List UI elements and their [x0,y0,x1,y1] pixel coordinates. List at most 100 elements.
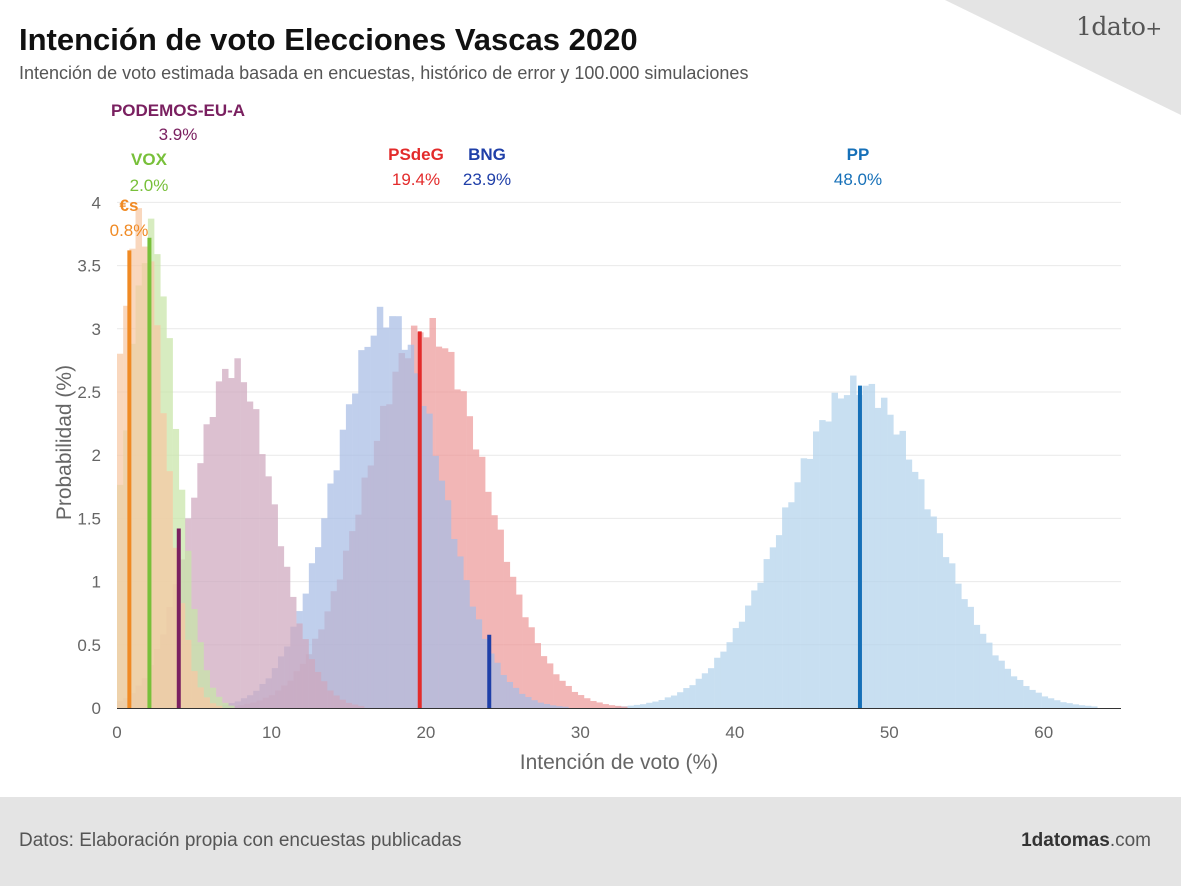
histogram-bar [154,325,161,708]
histogram-bar [296,623,303,708]
histogram-bar [351,704,359,708]
histogram-bar [345,702,353,708]
x-tick-label: 60 [1034,723,1053,742]
histogram-bar [942,557,950,708]
histogram-bar [321,518,328,708]
histogram-bar [333,695,340,708]
histogram-bar [720,651,727,708]
histogram-bar [571,691,579,708]
party-value: 0.8% [110,221,149,240]
histogram-bar [1072,704,1079,708]
histogram-bar [277,546,285,708]
histogram-bar [494,662,501,708]
y-tick-label: 4 [92,193,101,212]
histogram-bar [215,696,223,708]
y-tick-label: 3 [92,320,101,339]
y-tick-label: 3.5 [77,257,101,276]
histogram-bar [543,703,551,708]
histogram-bar [583,698,591,708]
histogram-bar [887,414,894,708]
histogram-bar [376,306,384,708]
histogram-bar [265,476,272,708]
histogram-bar [333,470,341,708]
chart-title: Intención de voto Elecciones Vascas 2020 [19,22,638,57]
histogram-bar [314,671,322,708]
histogram-bar [382,327,390,708]
histogram-bar [1004,668,1012,708]
party-value: 2.0% [130,176,169,195]
histogram-bar [345,404,353,708]
histogram-bar [1041,696,1049,708]
histogram-bar [577,695,585,708]
histogram-bar [537,702,544,708]
histogram-chart: 0 10 20 30 40 50 60 0 0.5 1 1.5 2 2.5 3 3.5 4 Intención … [53,101,1121,774]
footer-brand: 1datomas.com [1021,830,1151,851]
histogram-bar [352,393,359,708]
x-tick-label: 50 [880,723,899,742]
y-tick-label: 1 [92,573,101,592]
histogram-bar [222,702,229,708]
histogram-bar [203,670,210,708]
party-label: €s [120,196,139,215]
histogram-bar [444,500,452,708]
y-tick-label: 2 [92,446,101,465]
histogram-bar [481,638,489,708]
histogram-bar [506,681,514,708]
histogram-bar [549,705,557,708]
histogram-bar [646,702,653,708]
histogram-bar [141,246,149,708]
histogram-bar [621,706,628,708]
histogram-bar [992,655,999,708]
histogram-bar [559,680,566,708]
histogram-bar [664,697,672,708]
histogram-bar [806,458,814,708]
histogram-bar [327,690,334,708]
histogram-bar [1047,698,1055,708]
histogram-bar [438,480,446,708]
histogram-bar [979,633,987,708]
histogram-bar [395,316,402,708]
histogram-bar [553,674,560,708]
histogram-bar [117,353,124,708]
histogram-bar [500,674,507,708]
histogram-bar [986,642,993,708]
histogram-bar [874,407,882,708]
histogram-bar [794,482,801,708]
histogram-bar [460,391,467,708]
histogram-bar [320,681,328,708]
party-label: VOX [131,150,168,169]
party-value: 3.9% [159,125,198,144]
histogram-bar [1023,686,1030,708]
histogram-bar [918,479,925,708]
histogram-bar [893,434,900,708]
histogram-bar [240,382,248,708]
histogram-bar [228,705,235,708]
histogram-bar [370,335,378,708]
histogram-bar [488,653,495,708]
histogram-bar [364,346,371,708]
histogram-bar [203,697,210,708]
histogram-bar [707,668,715,708]
histogram-bar [234,358,241,708]
y-tick-label: 0.5 [77,636,101,655]
x-tick-label: 30 [571,723,590,742]
y-tick-label: 1.5 [77,509,101,528]
histogram-bar [862,385,869,708]
histogram-bar [339,699,346,708]
y-axis-label: Probabilidad (%) [53,365,76,520]
histogram-bar [197,687,204,708]
histogram-bar [448,351,455,708]
histogram-bar [911,471,919,708]
histogram-bar [967,606,974,708]
histogram-bar [534,643,541,708]
histogram-bar [1035,692,1042,708]
x-tick-label: 0 [112,723,121,742]
histogram-bar [930,516,937,708]
histogram-bar [209,703,217,708]
histogram-bar [1016,679,1024,708]
histogram-bar [880,397,888,708]
party-value: 19.4% [392,170,440,189]
histogram-bar [259,454,266,708]
histogram-bar [358,350,365,708]
histogram-bar [289,596,297,708]
